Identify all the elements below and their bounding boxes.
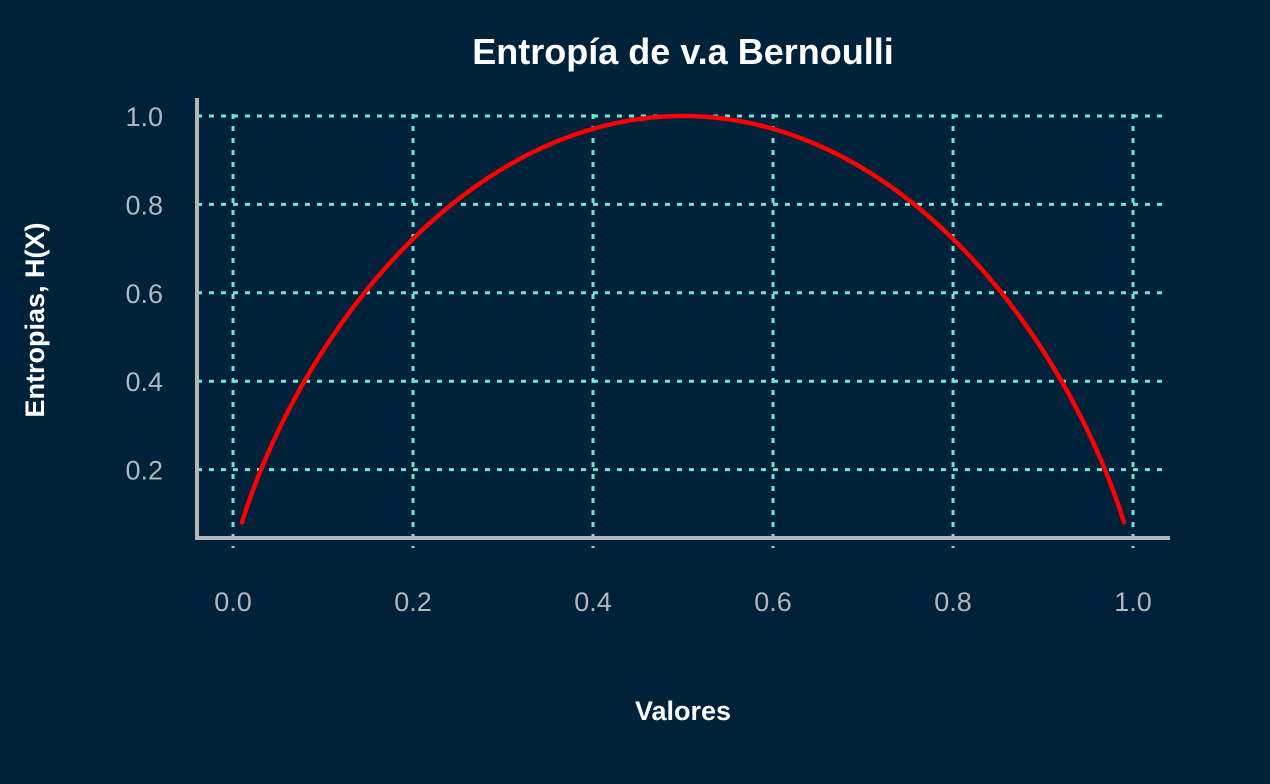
y-tick-label-3: 0.8 <box>125 190 163 220</box>
y-tick-label-2: 0.6 <box>125 279 163 309</box>
series-layer <box>239 113 1127 525</box>
axes <box>195 98 1170 540</box>
chart-title: Entropía de v.a Bernoulli <box>472 31 893 72</box>
y-tick-label-1: 0.4 <box>125 367 163 397</box>
series-line-0 <box>239 113 1127 525</box>
y-tick-label-0: 0.2 <box>125 456 163 486</box>
y-tick-label-4: 1.0 <box>125 102 163 132</box>
x-tick-label-5: 1.0 <box>1114 587 1152 617</box>
x-tick-label-2: 0.4 <box>574 587 612 617</box>
tick-labels: 0.0 0.2 0.4 0.6 0.8 1.0 0.2 0.4 0.6 0.8 1.0 <box>125 102 1151 617</box>
x-tick-label-0: 0.0 <box>214 587 252 617</box>
x-tick-label-1: 0.2 <box>394 587 432 617</box>
x-tick-label-4: 0.8 <box>934 587 972 617</box>
y-axis-label: Entropias, H(X) <box>20 222 50 417</box>
x-axis-label: Valores <box>635 696 731 726</box>
x-tick-label-3: 0.6 <box>754 587 792 617</box>
